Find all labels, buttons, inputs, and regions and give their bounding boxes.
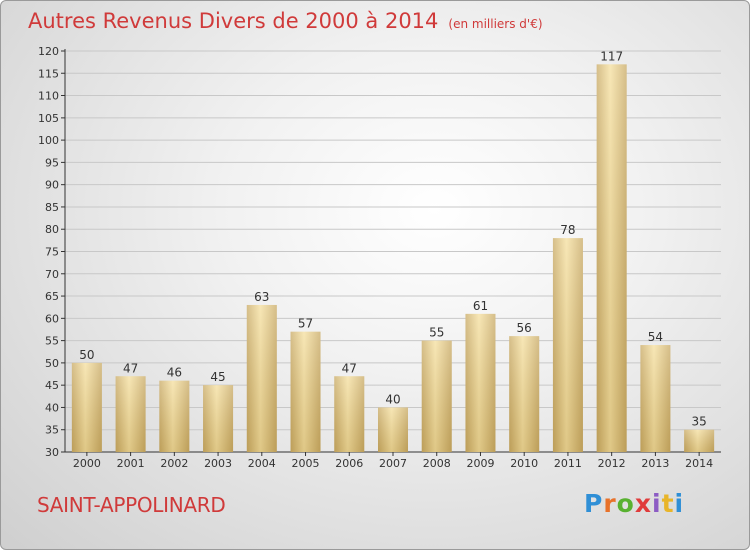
y-tick-label: 115 — [38, 67, 59, 80]
y-tick-label: 50 — [45, 357, 59, 370]
y-tick-label: 40 — [45, 401, 59, 414]
town-name: SAINT-APPOLINARD — [37, 493, 226, 517]
bar-value-label: 55 — [429, 326, 444, 340]
x-tick-label: 2006 — [335, 457, 363, 470]
bar-shade — [290, 331, 321, 452]
y-tick-label: 30 — [45, 446, 59, 459]
x-tick-label: 2014 — [685, 457, 713, 470]
bar-shade — [552, 238, 583, 452]
y-tick-label: 85 — [45, 201, 59, 214]
bar-shade — [509, 336, 540, 452]
y-tick-label: 65 — [45, 290, 59, 303]
bar-value-label: 45 — [210, 370, 225, 384]
title-block: Autres Revenus Divers de 2000 à 2014 (en … — [28, 9, 543, 33]
bar-value-label: 57 — [298, 317, 313, 331]
y-tick-label: 105 — [38, 112, 59, 125]
y-tick-label: 120 — [38, 45, 59, 58]
x-tick-label: 2005 — [292, 457, 320, 470]
x-tick-label: 2010 — [510, 457, 538, 470]
x-tick-label: 2011 — [554, 457, 582, 470]
bar-value-label: 50 — [79, 348, 94, 362]
bar-value-label: 63 — [254, 290, 269, 304]
y-tick-label: 55 — [45, 335, 59, 348]
bar-value-label: 61 — [473, 299, 488, 313]
logo-letter: t — [661, 489, 675, 518]
y-tick-label: 75 — [45, 246, 59, 259]
x-tick-label: 2002 — [160, 457, 188, 470]
bar-shade — [640, 345, 671, 452]
x-tick-label: 2013 — [641, 457, 669, 470]
y-tick-label: 35 — [45, 424, 59, 437]
bar-value-label: 47 — [342, 361, 357, 375]
y-tick-label: 80 — [45, 223, 59, 236]
bar-value-label: 117 — [600, 49, 623, 63]
bar-value-label: 47 — [123, 361, 138, 375]
y-tick-label: 95 — [45, 156, 59, 169]
logo-letter: x — [634, 489, 652, 518]
chart-title: Autres Revenus Divers de 2000 à 2014 — [28, 9, 439, 33]
bar-shade — [684, 429, 715, 452]
logo-letter: i — [652, 489, 662, 518]
y-tick-label: 60 — [45, 312, 59, 325]
bar-value-label: 35 — [691, 415, 706, 429]
x-tick-label: 2009 — [466, 457, 494, 470]
logo-letter: i — [674, 489, 685, 518]
y-tick-label: 45 — [45, 379, 59, 392]
bar-shade — [378, 407, 408, 452]
bar-value-label: 54 — [648, 330, 663, 344]
x-tick-label: 2007 — [379, 457, 407, 470]
chart-unit: (en milliers d'€) — [448, 17, 543, 31]
bar-value-label: 46 — [167, 366, 182, 380]
y-tick-label: 100 — [38, 134, 59, 147]
bar-value-label: 56 — [517, 321, 532, 335]
logo-letter: r — [603, 489, 617, 518]
bar-shade — [596, 64, 627, 452]
x-tick-label: 2008 — [423, 457, 451, 470]
x-tick-label: 2004 — [248, 457, 276, 470]
bar-shade — [203, 385, 234, 452]
proxiti-logo: Proxiti — [584, 489, 684, 518]
bar-shade — [71, 362, 102, 452]
y-tick-label: 90 — [45, 179, 59, 192]
bar-shade — [465, 313, 496, 452]
x-tick-label: 2000 — [73, 457, 101, 470]
bar-shade — [159, 380, 190, 452]
logo-letter: P — [584, 489, 604, 518]
x-tick-label: 2012 — [598, 457, 626, 470]
bar-shade — [421, 340, 452, 452]
y-tick-label: 110 — [38, 90, 59, 103]
bar-value-label: 78 — [560, 223, 575, 237]
x-tick-label: 2001 — [117, 457, 145, 470]
logo-letter: o — [616, 489, 635, 518]
bar-shade — [115, 376, 146, 452]
bar-value-label: 40 — [385, 392, 400, 406]
y-tick-label: 70 — [45, 268, 59, 281]
bar-shade — [334, 376, 365, 452]
x-tick-label: 2003 — [204, 457, 232, 470]
bar-shade — [246, 304, 277, 452]
